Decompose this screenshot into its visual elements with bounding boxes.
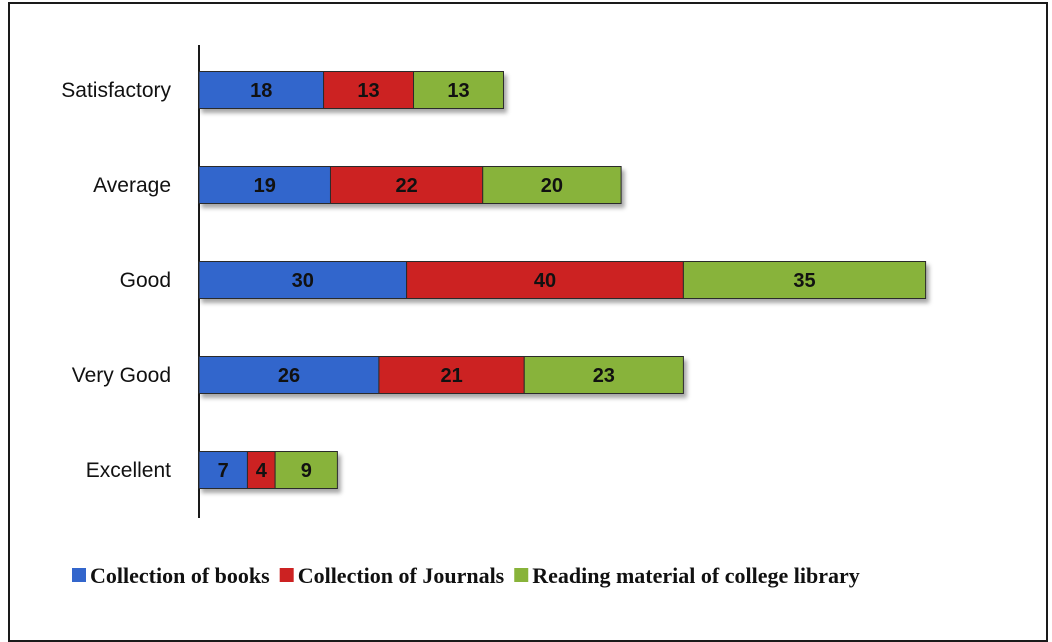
bar-satisfactory-series-1 (198, 71, 325, 109)
data-label-good-series-2: 40 (534, 270, 556, 292)
data-label-average-series-2: 22 (395, 175, 417, 197)
bar-good-series-2 (406, 261, 684, 299)
legend-swatch-2 (279, 568, 294, 582)
data-label-average-series-1: 19 (254, 175, 276, 197)
legend-swatch-1 (72, 568, 86, 582)
data-label-very-good-series-1: 26 (278, 365, 300, 387)
data-label-very-good-series-3: 23 (593, 365, 615, 387)
bar-good-series-3 (682, 261, 927, 299)
data-label-average-series-3: 20 (541, 175, 563, 197)
bar-excellent-series-3 (274, 451, 338, 489)
data-label-excellent-series-1: 7 (218, 460, 229, 482)
data-label-satisfactory-series-3: 13 (447, 80, 469, 102)
bar-row-excellent (198, 451, 338, 489)
category-label-good: Good (120, 269, 171, 292)
stacked-bar-chart: Excellent 7 4 9 Very Good 26 21 23 Good 30 40 35 Ave… (61, 45, 927, 588)
bars-group: Excellent 7 4 9 Very Good 26 21 23 Good 30 40 35 Ave… (61, 71, 927, 489)
data-label-good-series-1: 30 (292, 270, 314, 292)
bar-row-average (198, 166, 622, 204)
data-label-satisfactory-series-2: 13 (357, 80, 379, 102)
legend-label-1: Collection of books (90, 563, 270, 588)
legend-swatch-3 (514, 568, 529, 582)
bar-average-series-2 (329, 166, 484, 204)
category-label-average: Average (93, 174, 171, 197)
data-label-satisfactory-series-1: 18 (250, 80, 272, 102)
bar-very-good-series-3 (523, 356, 684, 394)
category-label-excellent: Excellent (86, 459, 171, 482)
bar-row-satisfactory (198, 71, 504, 109)
data-label-good-series-3: 35 (793, 270, 815, 292)
data-label-very-good-series-2: 21 (440, 365, 462, 387)
legend-label-3: Reading material of college library (532, 563, 859, 588)
bar-average-series-3 (482, 166, 622, 204)
category-label-very-good: Very Good (72, 364, 171, 387)
bar-excellent-series-2 (246, 451, 276, 489)
bar-row-good (198, 261, 927, 299)
data-label-excellent-series-2: 4 (256, 460, 268, 482)
bar-satisfactory-series-2 (323, 71, 415, 109)
chart-frame (8, 2, 1048, 642)
legend-label-2: Collection of Journals (298, 563, 505, 588)
bar-average-series-1 (198, 166, 331, 204)
bar-very-good-series-2 (378, 356, 525, 394)
bar-row-very-good (198, 356, 684, 394)
bar-satisfactory-series-3 (413, 71, 504, 109)
category-label-satisfactory: Satisfactory (61, 79, 171, 102)
bar-excellent-series-1 (198, 451, 248, 489)
legend: Collection of books Collection of Journal… (72, 563, 860, 588)
data-label-excellent-series-3: 9 (301, 460, 312, 482)
